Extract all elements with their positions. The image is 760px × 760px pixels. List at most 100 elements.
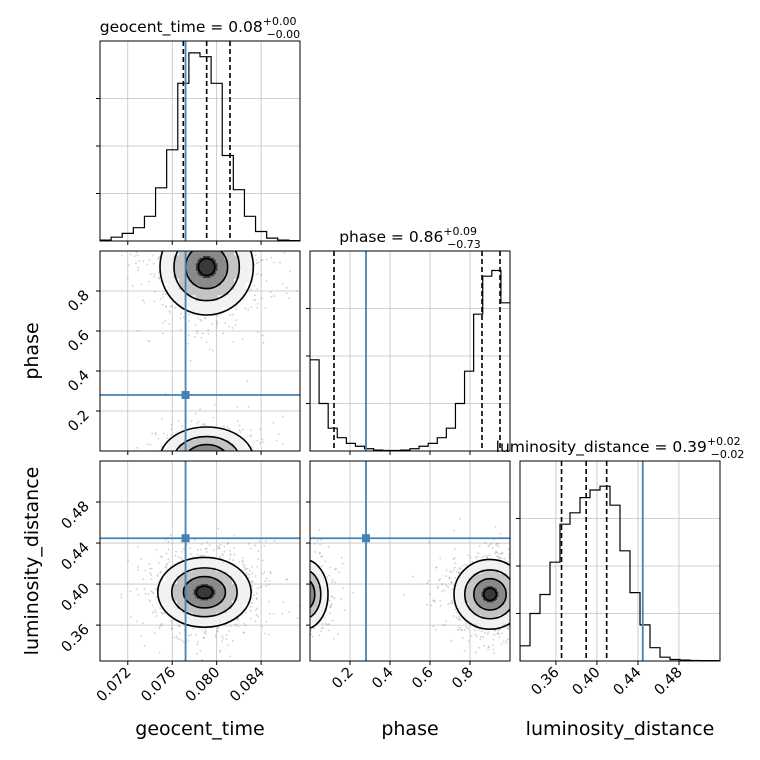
y-tick-label: 0.36 <box>59 622 93 656</box>
scatter-point <box>149 567 151 570</box>
density-cell <box>207 599 212 603</box>
scatter-point <box>515 591 517 593</box>
panel-title: geocent_time = 0.08+0.00 −0.00 <box>100 15 300 41</box>
scatter-point <box>213 403 216 406</box>
scatter-point <box>217 545 220 547</box>
density-cell <box>208 454 210 456</box>
density-cell <box>231 596 238 601</box>
scatter-point <box>159 570 162 573</box>
scatter-point <box>210 244 212 246</box>
density-cell <box>216 255 221 261</box>
scatter-point <box>506 627 509 630</box>
scatter-point <box>452 615 455 617</box>
scatter-point <box>136 254 139 257</box>
density-cell <box>207 576 212 580</box>
scatter-point <box>194 228 196 230</box>
density-cell <box>201 455 203 457</box>
scatter-point <box>203 631 206 634</box>
scatter-point <box>463 649 466 652</box>
density-cell <box>472 573 478 579</box>
density-cell <box>216 259 221 264</box>
scatter-point <box>268 583 270 586</box>
scatter-point <box>267 633 270 636</box>
scatter-point <box>257 550 260 553</box>
density-cell <box>476 586 480 590</box>
scatter-point <box>203 463 205 465</box>
scatter-point <box>525 549 527 551</box>
scatter-point <box>500 643 503 645</box>
scatter-point <box>265 280 268 282</box>
density-cell <box>459 588 467 595</box>
scatter-point <box>213 245 215 247</box>
scatter-point <box>264 632 266 635</box>
scatter-point <box>147 593 150 596</box>
scatter-point <box>216 546 219 549</box>
density-cell <box>481 610 487 615</box>
density-cell <box>214 581 219 585</box>
scatter-point <box>515 602 517 604</box>
density-cell <box>224 454 228 457</box>
scatter-point <box>492 648 495 651</box>
density-cell <box>485 596 488 599</box>
density-cell <box>203 468 207 471</box>
scatter-point <box>188 190 190 192</box>
density-cell <box>185 270 190 275</box>
density-cell <box>222 469 230 475</box>
scatter-point <box>502 640 505 643</box>
density-cell <box>220 575 227 581</box>
density-cell <box>206 219 214 228</box>
scatter-point <box>209 205 211 207</box>
density-cell <box>484 583 488 587</box>
density-cell <box>201 470 207 474</box>
scatter-point <box>503 558 506 560</box>
scatter-point <box>228 493 230 495</box>
density-cell <box>214 589 219 593</box>
scatter-point <box>517 586 519 588</box>
density-cell <box>195 264 199 268</box>
density-cell <box>179 470 185 474</box>
density-cell <box>477 559 485 566</box>
density-cell <box>229 437 239 444</box>
density-cell <box>481 599 485 603</box>
density-cell <box>191 475 199 481</box>
scatter-point <box>164 320 167 323</box>
density-cell <box>210 454 214 457</box>
density-cell <box>489 600 492 603</box>
density-cell <box>195 449 200 451</box>
density-cell <box>459 582 467 589</box>
density-cell <box>202 268 206 271</box>
scatter-point <box>160 464 162 466</box>
scatter-point <box>495 551 498 553</box>
density-cell <box>205 598 209 601</box>
scatter-point <box>144 592 147 595</box>
density-cell <box>202 592 205 594</box>
density-cell <box>199 449 204 451</box>
scatter-point <box>514 608 516 610</box>
density-cell <box>193 593 196 596</box>
density-cell <box>485 592 488 595</box>
density-cell <box>206 298 215 308</box>
scatter-point <box>247 308 250 311</box>
density-cell <box>165 586 174 593</box>
density-cell <box>487 578 491 582</box>
density-cell <box>175 235 183 244</box>
density-cell <box>209 446 214 450</box>
density-cell <box>489 569 495 575</box>
density-cell <box>228 251 235 257</box>
scatter-point <box>456 628 459 631</box>
density-cell <box>202 270 206 273</box>
scatter-point <box>187 334 190 336</box>
title-plus: +0.00 <box>263 15 297 28</box>
density-cell <box>497 601 502 606</box>
scatter-point <box>501 632 503 635</box>
scatter-point <box>232 217 234 219</box>
density-cell <box>193 592 196 594</box>
scatter-point <box>232 465 234 467</box>
scatter-point <box>167 548 170 551</box>
y-tick-label: 0.40 <box>59 581 93 615</box>
density-cell <box>191 485 199 491</box>
density-cell <box>187 571 194 577</box>
density-cell <box>220 464 224 467</box>
scatter-point <box>210 247 212 249</box>
scatter-point <box>528 606 530 608</box>
